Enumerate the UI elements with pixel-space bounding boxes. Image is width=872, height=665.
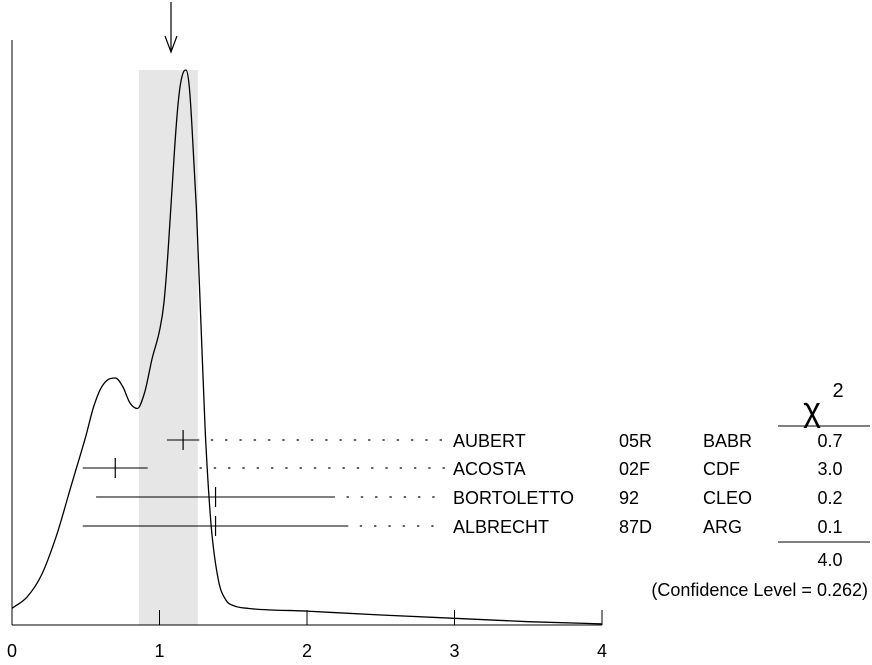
confidence-level-label: (Confidence Level = 0.262) (651, 580, 868, 600)
ideogram-curve-layer (11, 69, 603, 625)
measurements-layer: AUBERT 05R BABR ACOSTA 02F CDF BORTOLETTO 92 CLE… (82, 430, 752, 537)
measurement-ref: 87D (619, 517, 652, 537)
chi2-header-exponent: 2 (832, 380, 843, 402)
average-band-layer (138, 70, 198, 625)
measurement-chi2: 0.1 (817, 517, 842, 537)
ideogram-curve (11, 69, 603, 625)
measurement-author: ALBRECHT (453, 517, 549, 537)
measurement-experiment: CLEO (703, 488, 752, 508)
measurement-chi2: 0.7 (817, 431, 842, 451)
average-arrow-head (164, 35, 178, 54)
measurement-author: BORTOLETTO (453, 488, 574, 508)
measurement-chi2: 0.2 (817, 488, 842, 508)
chi2-header: χ (803, 391, 821, 429)
chi2-column: χ 2 4.0 (Confidence Level = 0.262) 0.7 3.… (651, 380, 870, 600)
measurement-experiment: BABR (703, 431, 752, 451)
average-band (138, 70, 198, 625)
x-tick-label: 1 (154, 641, 164, 661)
measurement-experiment: CDF (703, 459, 740, 479)
measurement-experiment: ARG (703, 517, 742, 537)
x-tick-label: 0 (7, 641, 17, 661)
measurement-author: AUBERT (453, 431, 526, 451)
x-tick-label: 4 (597, 641, 607, 661)
x-tick-label: 2 (302, 641, 312, 661)
x-tick-label: 3 (449, 641, 459, 661)
measurement-ref: 92 (619, 488, 639, 508)
chi2-total: 4.0 (817, 550, 842, 570)
axis-layer (11, 40, 602, 626)
measurement-ref: 05R (619, 431, 652, 451)
average-marker-layer (164, 2, 178, 54)
x-tick-layer: 0 1 2 3 4 (7, 610, 607, 661)
measurement-author: ACOSTA (453, 459, 526, 479)
measurement-chi2: 3.0 (817, 459, 842, 479)
measurement-ref: 02F (619, 459, 650, 479)
